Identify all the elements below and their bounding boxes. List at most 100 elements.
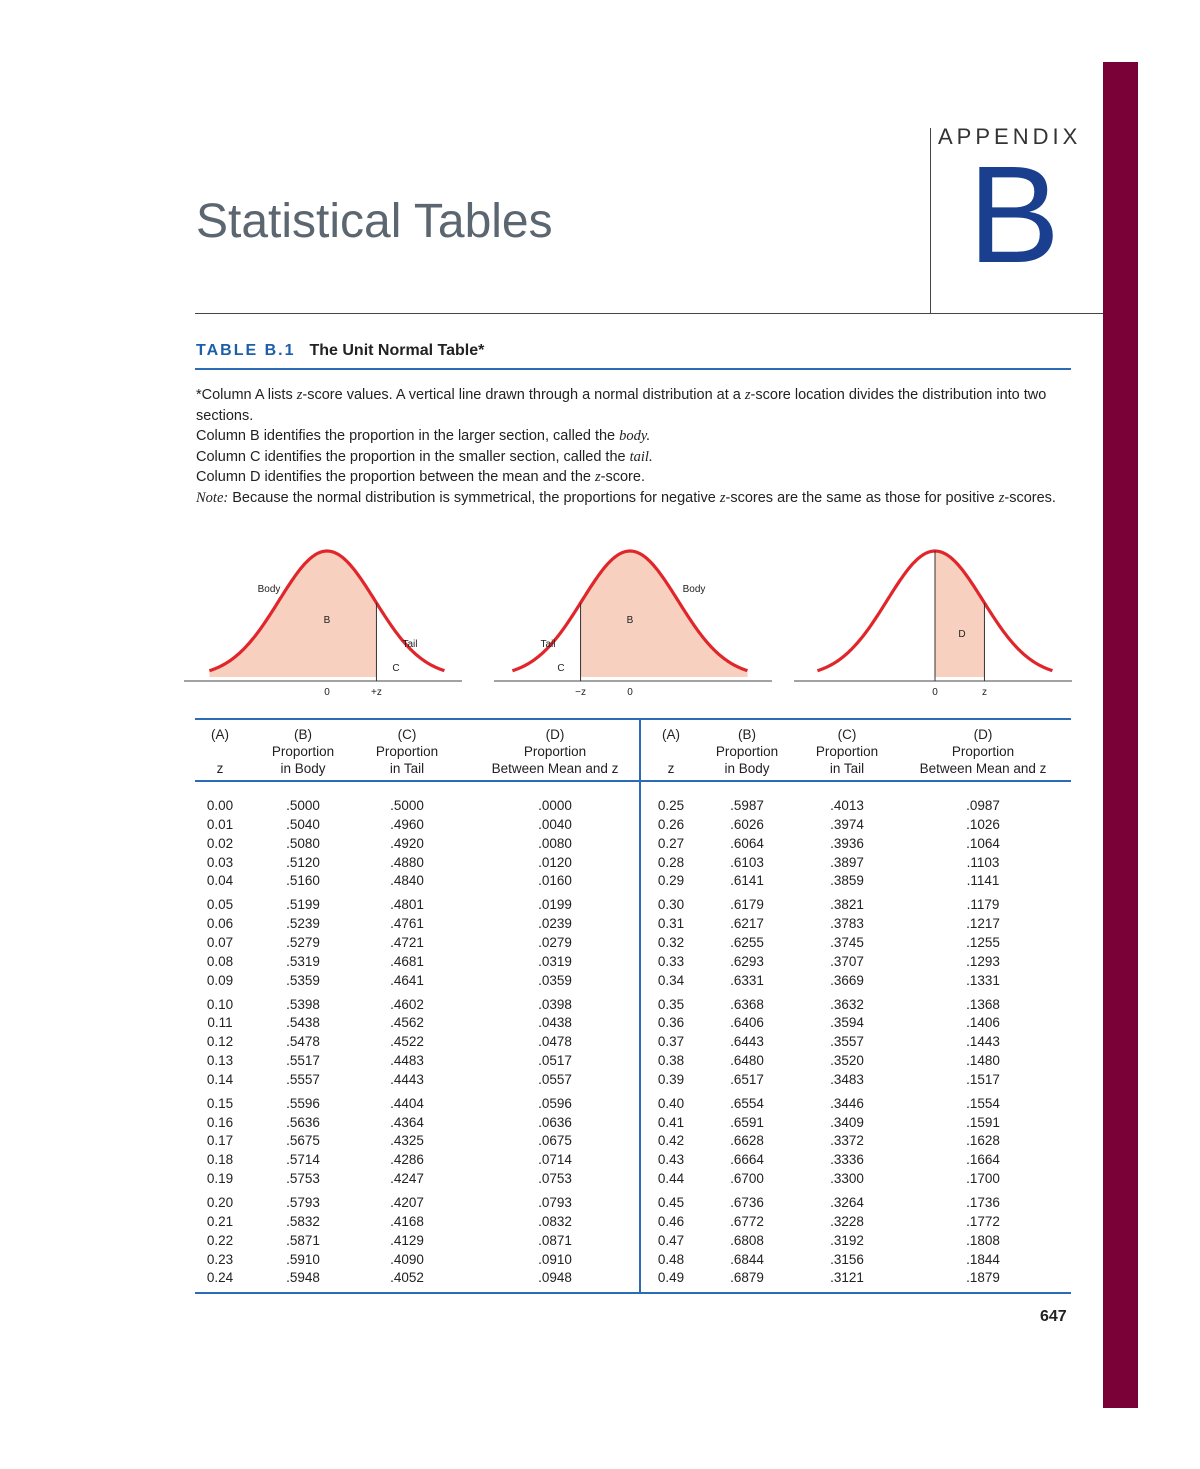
table-cell-z: 0.16 bbox=[206, 1114, 234, 1130]
column-header-body: (B) Proportion in Body bbox=[272, 726, 334, 777]
table-cell-z: 0.40 bbox=[657, 1095, 685, 1111]
table-cell-tail: .3372 bbox=[830, 1133, 864, 1149]
table-cell-between: .1293 bbox=[966, 953, 1000, 969]
region-c-label: C bbox=[557, 663, 564, 674]
table-cell-between: .0987 bbox=[966, 798, 1000, 813]
header-line: (B) bbox=[293, 727, 312, 742]
normal-curve bbox=[208, 549, 445, 673]
table-cell-z: 0.24 bbox=[206, 1270, 234, 1286]
table-cell-body: .5832 bbox=[286, 1213, 320, 1229]
table-cell-between: .0636 bbox=[538, 1114, 572, 1130]
table-cell-tail: .4681 bbox=[390, 953, 424, 969]
table-cell-body: .6554 bbox=[730, 1095, 764, 1111]
table-cell-body: .6844 bbox=[730, 1251, 764, 1267]
table-cell-tail: .3192 bbox=[830, 1232, 864, 1248]
table-cell-between: .0596 bbox=[538, 1095, 572, 1111]
table-cell-tail: .4522 bbox=[390, 1034, 424, 1050]
table-cell-between: .0199 bbox=[538, 897, 572, 913]
table-cell-body: .6368 bbox=[730, 996, 764, 1012]
table-cell-body: .5910 bbox=[286, 1251, 320, 1267]
table-cell-body: .5319 bbox=[286, 953, 320, 969]
table-cell-between: .0239 bbox=[538, 916, 572, 932]
table-cell-body: .6517 bbox=[730, 1071, 764, 1087]
normal-curve bbox=[511, 549, 748, 673]
table-cell-body: .5438 bbox=[286, 1015, 320, 1031]
table-cell-z: 0.02 bbox=[206, 835, 234, 851]
table-cell-tail: .4090 bbox=[390, 1251, 424, 1267]
table-cell-tail: .4207 bbox=[390, 1195, 424, 1210]
table-cell-between: .1064 bbox=[966, 835, 1000, 851]
region-d-label: D bbox=[958, 629, 965, 640]
table-cell-between: .1026 bbox=[966, 816, 1000, 832]
table-cell-body: .5596 bbox=[286, 1095, 320, 1111]
table-cell-between: .0478 bbox=[538, 1034, 572, 1050]
table-cell-body: .6331 bbox=[730, 972, 764, 988]
table-cell-between: .0279 bbox=[538, 934, 572, 950]
header-line: (C) bbox=[837, 727, 857, 742]
table-cell-between: .0040 bbox=[538, 816, 572, 832]
table-cell-body: .5199 bbox=[286, 897, 320, 913]
table-cell-body: .6255 bbox=[730, 934, 764, 950]
table-cell-body: .5517 bbox=[286, 1053, 320, 1069]
table-cell-body: .5987 bbox=[730, 798, 764, 813]
note-line: Note: Because the normal distribution is… bbox=[196, 489, 1056, 506]
table-cell-body: .6443 bbox=[730, 1034, 764, 1050]
table-cell-tail: .4364 bbox=[390, 1114, 424, 1130]
table-cell-between: .0948 bbox=[538, 1270, 572, 1286]
table-cell-z: 0.05 bbox=[206, 897, 234, 913]
table-cell-body: .5040 bbox=[286, 816, 320, 832]
table-cell-between: .1443 bbox=[966, 1034, 1000, 1050]
shaded-area bbox=[935, 551, 985, 677]
table-cell-z: 0.22 bbox=[206, 1232, 234, 1248]
table-cell-z: 0.06 bbox=[206, 916, 234, 932]
table-cell-z: 0.21 bbox=[206, 1213, 234, 1229]
table-cell-body: .5793 bbox=[286, 1195, 320, 1210]
table-cell-z: 0.10 bbox=[206, 996, 234, 1012]
table-cell-tail: .3936 bbox=[830, 835, 864, 851]
table-cell-z: 0.15 bbox=[206, 1095, 234, 1111]
table-cell-tail: .3121 bbox=[830, 1270, 864, 1286]
table-cell-body: .6406 bbox=[730, 1015, 764, 1031]
table-cell-tail: .4013 bbox=[830, 798, 864, 813]
table-cell-body: .5714 bbox=[286, 1152, 320, 1168]
table-cell-between: .1480 bbox=[966, 1053, 1000, 1069]
table-cell-between: .1406 bbox=[966, 1015, 1000, 1031]
table-cell-between: .0793 bbox=[538, 1195, 572, 1210]
table-cell-tail: .3632 bbox=[830, 996, 864, 1012]
table-cell-tail: .5000 bbox=[390, 798, 424, 813]
table-cell-between: .0398 bbox=[538, 996, 572, 1012]
table-cell-tail: .3409 bbox=[830, 1114, 864, 1130]
table-cell-z: 0.14 bbox=[206, 1071, 234, 1087]
table-cell-z: 0.23 bbox=[206, 1251, 234, 1267]
header-line: z bbox=[667, 761, 675, 776]
table-cell-tail: .3446 bbox=[830, 1095, 864, 1111]
table-cell-z: 0.47 bbox=[657, 1232, 685, 1248]
tail-label: Tail bbox=[540, 639, 555, 650]
region-b-label: B bbox=[627, 615, 634, 626]
header-line: Between Mean and z bbox=[919, 761, 1047, 776]
header-line: Proportion bbox=[375, 744, 439, 759]
table-cell-tail: .3859 bbox=[830, 873, 864, 889]
table-cell-tail: .4404 bbox=[390, 1095, 424, 1111]
table-cell-between: .0438 bbox=[538, 1015, 572, 1031]
table-cell-body: .5398 bbox=[286, 996, 320, 1012]
table-cell-between: .1628 bbox=[966, 1133, 1000, 1149]
table-cell-tail: .4052 bbox=[390, 1270, 424, 1286]
tick-z: +z bbox=[371, 687, 382, 698]
table-cell-tail: .3897 bbox=[830, 854, 864, 870]
table-cell-z: 0.42 bbox=[657, 1133, 685, 1149]
table-cell-z: 0.38 bbox=[657, 1053, 685, 1069]
table-cell-between: .1879 bbox=[966, 1270, 1000, 1286]
table-cell-between: .0517 bbox=[538, 1053, 572, 1069]
normal-distribution-figures: Body Tail B C 0 +z Body Tail B C 0 −z D 0 z bbox=[184, 549, 1072, 698]
table-cell-between: .0910 bbox=[538, 1251, 572, 1267]
header-line: in Tail bbox=[829, 761, 865, 776]
table-caption: TABLE B.1 The Unit Normal Table* bbox=[196, 342, 484, 360]
table-cell-between: .1368 bbox=[966, 996, 1000, 1012]
table-cell-z: 0.20 bbox=[206, 1195, 234, 1210]
header-line: (B) bbox=[737, 727, 756, 742]
table-cell-between: .1808 bbox=[966, 1232, 1000, 1248]
table-cell-z: 0.17 bbox=[206, 1133, 234, 1149]
header-line: Proportion bbox=[271, 744, 335, 759]
